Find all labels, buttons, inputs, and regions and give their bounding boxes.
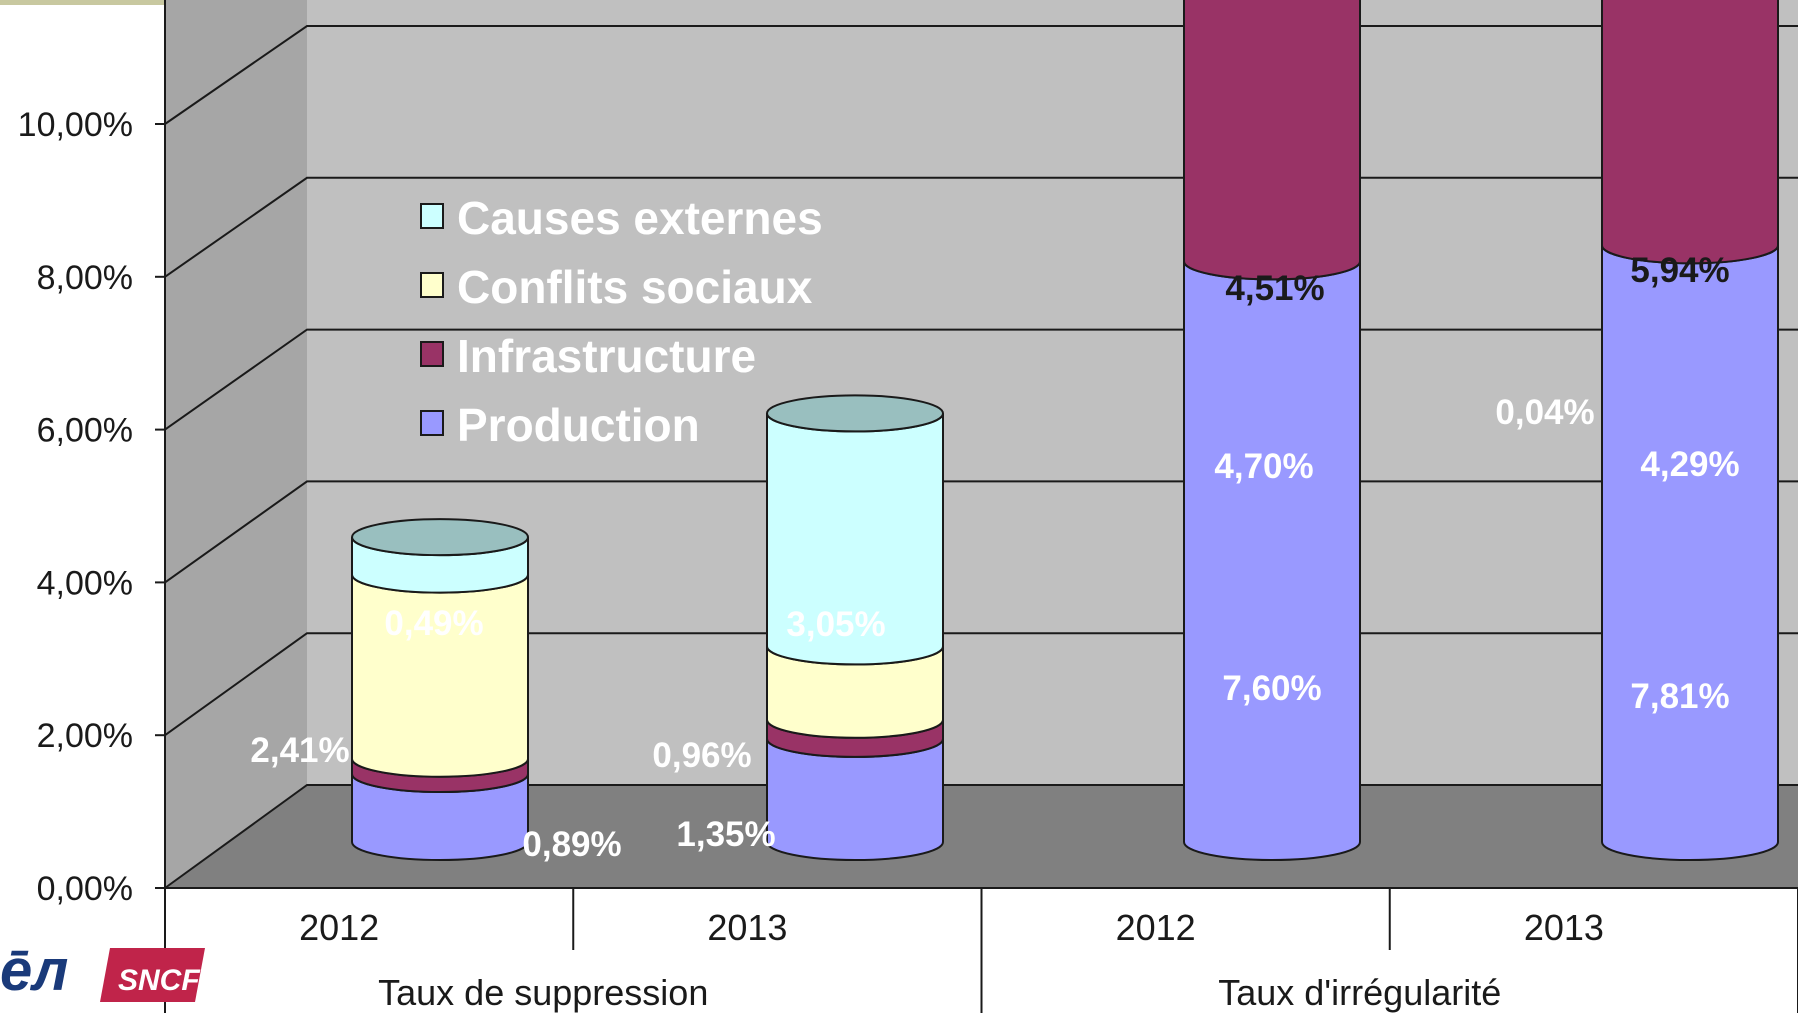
- side-wall: [165, 0, 307, 888]
- data-label-infrastructure: 4,70%: [1214, 447, 1313, 486]
- data-label-infrastructure: 4,29%: [1640, 445, 1739, 484]
- sncf-logo: [100, 948, 205, 1002]
- data-label-production: 7,60%: [1222, 669, 1321, 708]
- sncf-logo-text: SNCF: [118, 964, 200, 997]
- logo-area: ēл SNCF: [0, 938, 205, 1003]
- bar-infrastructure: [1183, 0, 1361, 281]
- x-category-label: 2012: [1116, 907, 1196, 948]
- x-category-label: 2013: [707, 907, 787, 948]
- legend: Causes externes Conflits sociaux Infrastru…: [420, 192, 823, 451]
- data-label-conflits-sociaux: 0,96%: [652, 736, 751, 775]
- data-label-conflits-sociaux: 2,41%: [250, 731, 349, 770]
- legend-swatch-conflits-sociaux: [420, 272, 444, 298]
- bar-production: [1183, 261, 1361, 861]
- x-axis: 2012 2013 2012 2013 Taux de suppression Taux …: [164, 887, 1798, 1013]
- data-label-production: 1,35%: [676, 815, 775, 854]
- legend-label-causes-externes: Causes externes: [457, 192, 823, 244]
- legend-label-production: Production: [457, 399, 700, 451]
- floor: [165, 785, 1798, 888]
- x-category-label: 2012: [299, 907, 379, 948]
- bar-top-cap: [351, 518, 529, 557]
- y-tick-label: 6,00%: [37, 412, 133, 450]
- data-label-causes-externes: 3,05%: [786, 605, 885, 644]
- bar-stack: [351, 518, 529, 861]
- chart-walls: [165, 0, 1798, 888]
- data-label-causes-externes: 0,49%: [384, 604, 483, 643]
- y-tick-label: 8,00%: [37, 259, 133, 297]
- bar-stack: [1601, 0, 1779, 861]
- data-label-production: 7,81%: [1630, 677, 1729, 716]
- bar-stack: [766, 394, 944, 861]
- bar-infrastructure: [1601, 0, 1779, 265]
- y-axis: 0,00%2,00%4,00%6,00%8,00%10,00%12,00%14,…: [18, 0, 166, 908]
- data-labels: 0,89% 1,35% 7,60% 7,81% 4,70% 4,29% 2,41% 0,96%…: [250, 251, 1739, 864]
- bars: [351, 0, 1779, 861]
- legend-swatch-production: [420, 410, 444, 436]
- bar-stack: [1183, 0, 1361, 861]
- x-group-label: Taux d'irrégularité: [1218, 972, 1501, 1013]
- data-label-causes-externes: 5,94%: [1630, 251, 1729, 290]
- data-label-conflits-sociaux: 0,04%: [1495, 393, 1594, 432]
- bar-top-cap: [766, 394, 944, 433]
- legend-swatch-causes-externes: [420, 203, 444, 229]
- x-group-label: Taux de suppression: [378, 972, 708, 1013]
- y-tick-label: 10,00%: [18, 106, 133, 144]
- y-tick-label: 2,00%: [37, 717, 133, 755]
- data-label-causes-externes: 4,51%: [1225, 269, 1324, 308]
- y-tick-label: 0,00%: [37, 870, 133, 908]
- legend-swatch-infrastructure: [420, 341, 444, 367]
- bar-production: [1601, 245, 1779, 861]
- legend-label-conflits-sociaux: Conflits sociaux: [457, 261, 813, 313]
- back-wall: [307, 0, 1798, 785]
- y-tick-label: 4,00%: [37, 564, 133, 602]
- legend-label-infrastructure: Infrastructure: [457, 330, 756, 382]
- left-logo-mark: ēл: [0, 938, 68, 1003]
- data-label-production: 0,89%: [522, 825, 621, 864]
- x-category-label: 2013: [1524, 907, 1604, 948]
